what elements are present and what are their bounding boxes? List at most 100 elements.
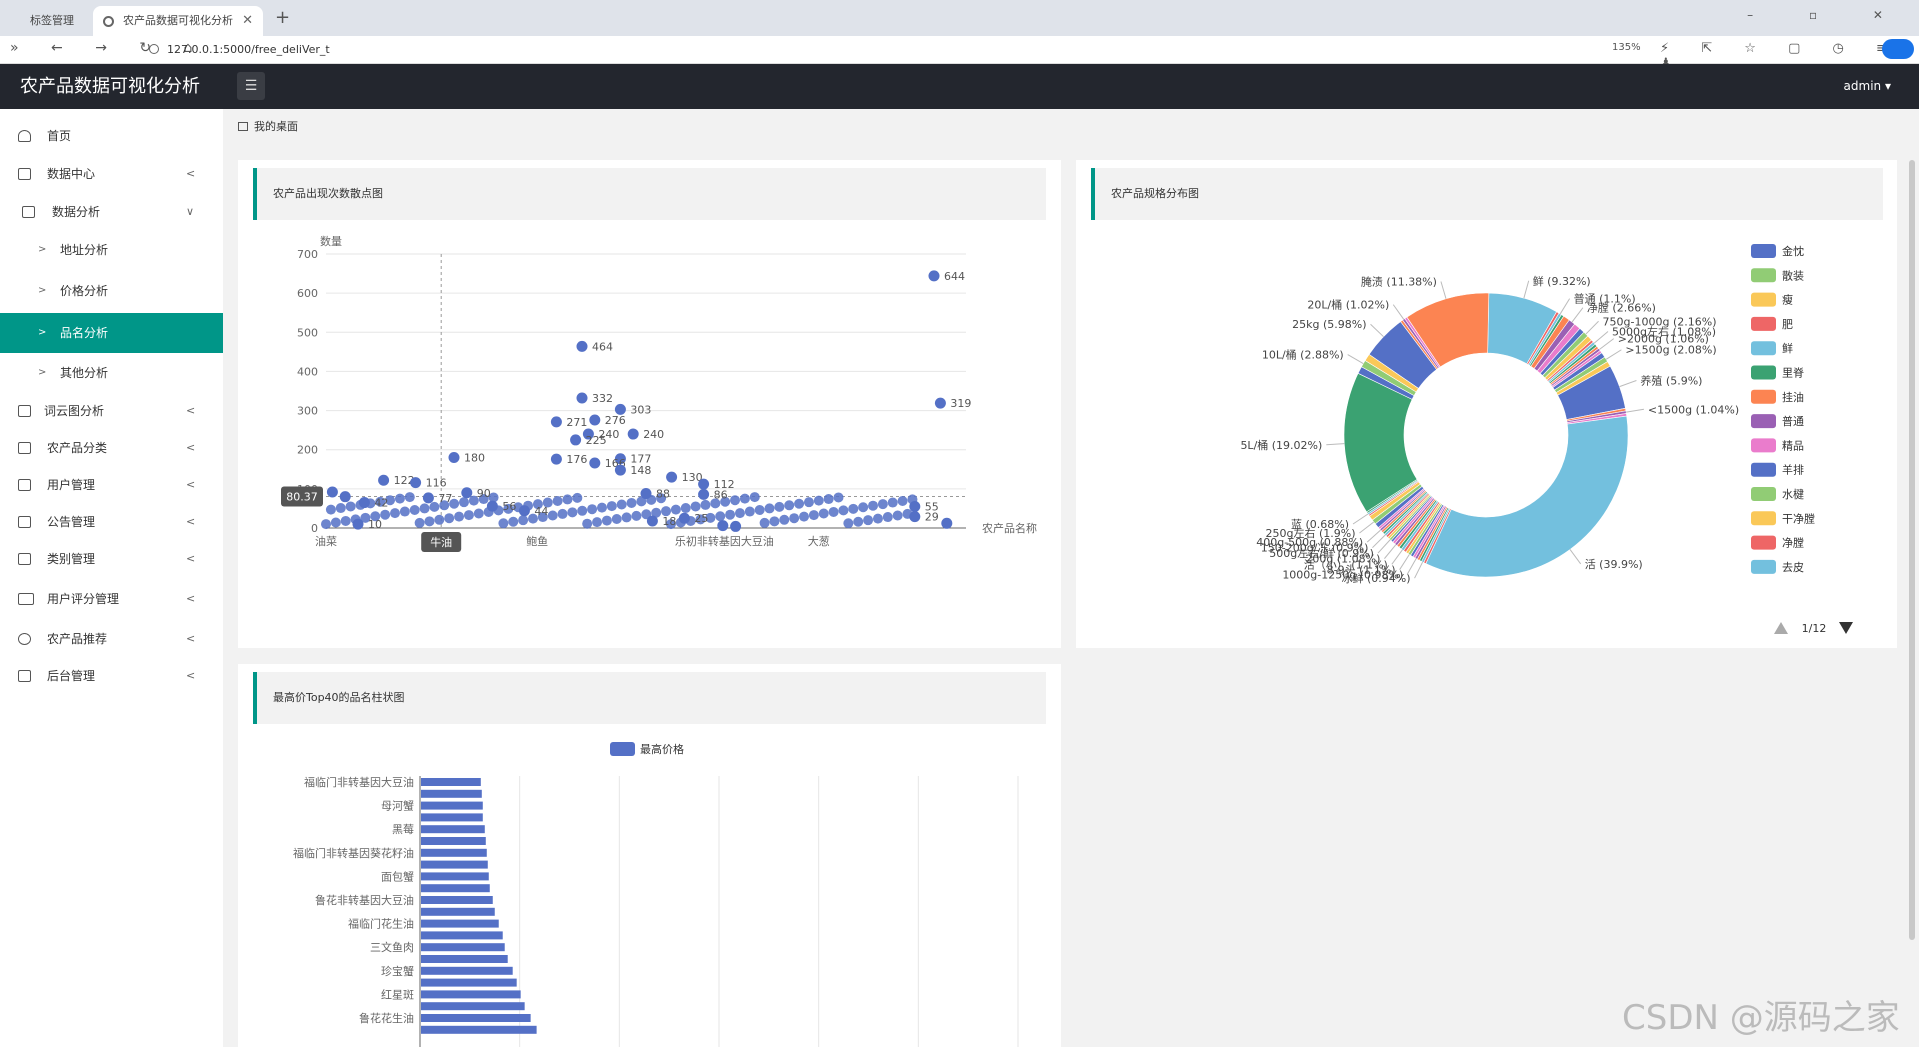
scatter-point — [700, 499, 711, 510]
nav-buttons[interactable]: » ← → ↻ ⌂ — [10, 40, 207, 56]
chevron-left-icon: < — [186, 552, 196, 565]
scatter-point — [882, 512, 893, 523]
zoom-indicator[interactable]: 135% — [1612, 42, 1641, 53]
sidebar-item-price-analysis[interactable]: > 价格分析 — [0, 272, 223, 310]
sidebar-item-ratings[interactable]: 用户评分管理 < — [0, 580, 223, 618]
point-label: 176 — [566, 453, 587, 466]
scatter-point — [468, 495, 479, 506]
scatter-point — [710, 498, 721, 509]
scatter-point — [853, 516, 864, 527]
sidebar-item-recommend[interactable]: 农产品推荐 < — [0, 620, 223, 658]
user-menu[interactable]: admin ▾ — [1843, 79, 1891, 93]
point-label: 240 — [598, 428, 619, 441]
new-tab-button[interactable]: + — [275, 7, 291, 28]
sidebar-item-admin[interactable]: 后台管理 < — [0, 657, 223, 695]
slice-label: 鲜 (9.32%) — [1533, 274, 1591, 288]
point-label: 644 — [944, 270, 965, 283]
sidebar-item-users[interactable]: 用户管理 < — [0, 466, 223, 504]
scatter-chart[interactable]: 数量0100200300400500600700油菜牛腿鲍鱼乐初非转基因大豆油大… — [238, 228, 1061, 648]
breadcrumb[interactable]: 我的桌面 — [238, 118, 298, 134]
sidebar-item-label: 数据中心 — [47, 167, 96, 181]
y-tick-label: 红星斑 — [381, 988, 414, 1001]
slice-label: >1500g (2.08%) — [1625, 344, 1716, 357]
scatter-point — [454, 511, 465, 522]
sidebar-item-label: 用户管理 — [47, 478, 96, 492]
slice-label: 10L/桶 (2.88%) — [1262, 348, 1344, 362]
point-label: 56 — [502, 500, 516, 513]
window-controls[interactable]: – ▫ ✕ — [1747, 8, 1909, 22]
point-label: 148 — [630, 464, 651, 477]
sidebar-item-home[interactable]: 首页 — [0, 117, 223, 155]
bar — [421, 990, 521, 999]
slice-label: 25kg (5.98%) — [1292, 318, 1366, 331]
point-label: 18 — [662, 515, 676, 528]
toolbar-icons[interactable]: ⚡ ⇱ ☆ ▢ ◷ ≡ ♟ — [1660, 41, 1887, 71]
legend-label: 里脊 — [1782, 366, 1804, 380]
sidebar-item-label: 价格分析 — [60, 284, 109, 298]
page-scrollbar[interactable] — [1909, 160, 1915, 940]
bar — [421, 955, 508, 963]
slice-leader — [1569, 549, 1582, 565]
slice-leader — [1347, 354, 1364, 365]
legend-swatch — [610, 742, 635, 756]
tab-app[interactable]: 农产品数据可视化分析 ✕ — [93, 6, 263, 36]
app-title: 农产品数据可视化分析 — [20, 76, 200, 97]
point-label: 225 — [586, 434, 607, 447]
scatter-point — [582, 518, 593, 529]
sidebar-item-types[interactable]: 类别管理 < — [0, 540, 223, 578]
scatter-point — [439, 500, 450, 511]
y-tick-label: 福临门非转基因葵花籽油 — [293, 846, 414, 860]
slice-leader — [1359, 521, 1375, 534]
scatter-point — [887, 497, 898, 508]
scatter-point — [601, 515, 612, 526]
menu-toggle-button[interactable]: ☰ — [237, 72, 265, 100]
address-bar: » ← → ↻ ⌂ 127.0.0.1:5000/free_deliVer_t … — [0, 36, 1919, 71]
sidebar-item-category[interactable]: 农产品分类 < — [0, 429, 223, 467]
sidebar-item-wordcloud[interactable]: 词云图分析 < — [0, 392, 223, 430]
legend-label: 普通 — [1782, 414, 1804, 428]
scatter-point — [803, 497, 814, 508]
scatter-point — [627, 428, 639, 440]
scatter-point — [562, 494, 573, 505]
scatter-point — [909, 500, 921, 512]
y-pointer-badge — [281, 486, 323, 507]
scatter-point — [666, 471, 678, 483]
scatter-point — [380, 509, 391, 520]
tab-tag-manager[interactable]: 标签管理 — [20, 6, 90, 36]
legend-swatch — [1751, 462, 1776, 477]
tab-label: 标签管理 — [30, 14, 74, 27]
slice-label: 200g (1.08%) — [1305, 553, 1380, 566]
sidebar-item-data-analysis[interactable]: 数据分析 ∨ — [0, 193, 223, 231]
x-tick-label: 鲍鱼 — [526, 534, 548, 548]
scatter-point — [698, 478, 710, 490]
close-icon[interactable]: ✕ — [242, 13, 253, 28]
scatter-point — [934, 397, 946, 409]
slice-leader — [1619, 380, 1637, 388]
scatter-point — [478, 494, 489, 505]
sidebar-item-label: 用户评分管理 — [47, 592, 120, 606]
y-tick-label: 母河蟹 — [381, 799, 414, 813]
sidebar-item-other-analysis[interactable]: > 其他分析 — [0, 354, 223, 392]
url-input[interactable]: 127.0.0.1:5000/free_deliVer_t — [145, 39, 1605, 61]
sidebar-item-name-analysis[interactable]: > 品名分析 — [0, 313, 223, 353]
scatter-point — [833, 492, 844, 503]
bar-chart[interactable]: 最高价格福临门非转基因大豆油母河蟹黑莓福临门非转基因葵花籽油面包蟹鲁花非转基因大… — [238, 732, 1061, 1047]
scatter-point — [897, 495, 908, 506]
y-tick-label: 珍宝蟹 — [381, 964, 414, 978]
sidebar-item-label: 数据分析 — [52, 205, 101, 219]
cloud-button[interactable] — [1882, 39, 1914, 59]
scatter-point — [429, 501, 440, 512]
search-icon — [149, 44, 159, 54]
scatter-point — [759, 517, 770, 528]
sidebar-item-data-center[interactable]: 数据中心 < — [0, 155, 223, 193]
home-icon — [238, 122, 248, 131]
sidebar-item-notices[interactable]: 公告管理 < — [0, 503, 223, 541]
chevron-left-icon: < — [186, 669, 196, 682]
sidebar-item-address-analysis[interactable]: > 地址分析 — [0, 231, 223, 269]
y-tick-label: 400 — [297, 365, 318, 378]
scatter-point — [695, 514, 706, 525]
point-label: 319 — [950, 397, 971, 410]
sidebar-item-label: 词云图分析 — [44, 404, 105, 418]
scatter-point — [813, 495, 824, 506]
pie-chart[interactable]: 鲜 (9.32%) 普通 (1.1%)净膛 (2.66%)750g-1000g (… — [1076, 228, 1897, 648]
